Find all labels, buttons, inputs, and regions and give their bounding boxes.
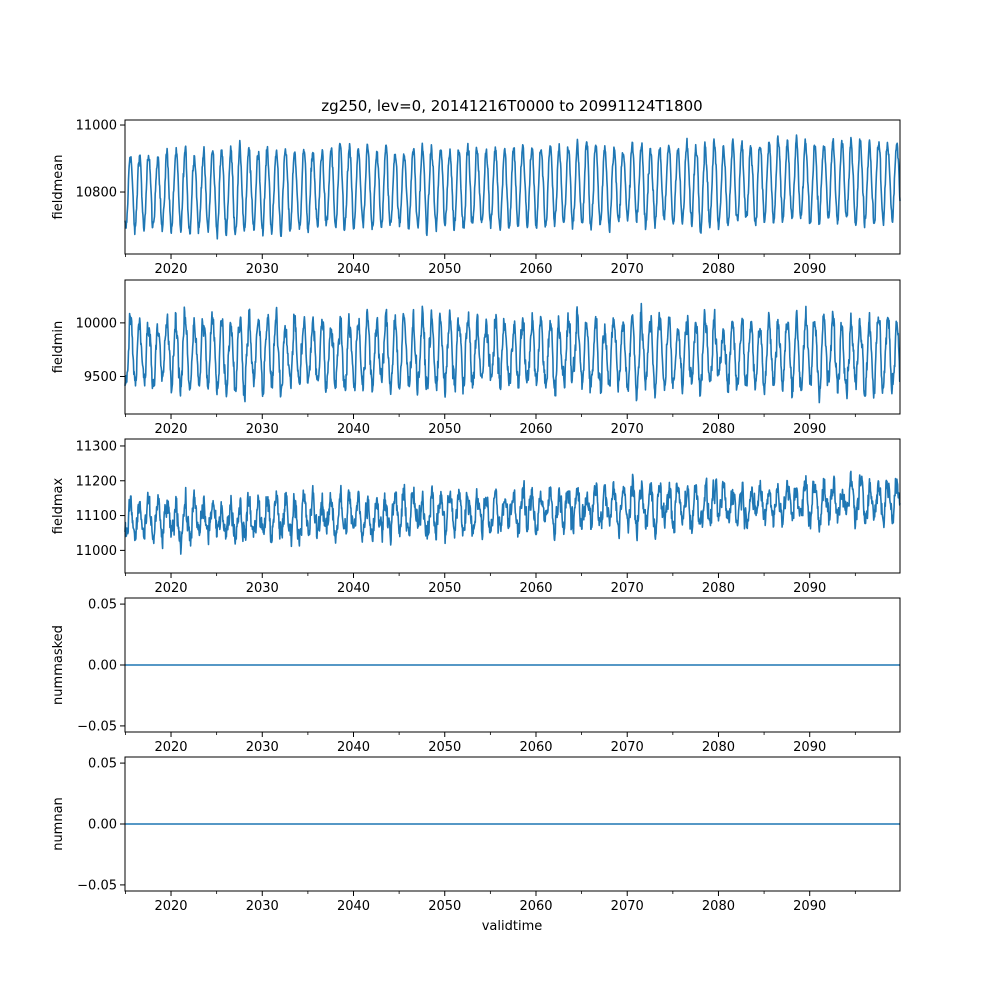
y-axis-label: numnan (51, 797, 66, 851)
x-tick-label: 2030 (246, 740, 279, 755)
y-tick-label: 11100 (76, 509, 117, 524)
x-tick-label: 2070 (611, 740, 644, 755)
x-tick-label: 2040 (337, 422, 370, 437)
y-axis-label: fieldmin (51, 321, 66, 374)
x-tick-label: 2070 (611, 422, 644, 437)
x-tick-label: 2060 (519, 899, 552, 914)
x-tick-label: 2070 (611, 581, 644, 596)
x-tick-label: 2090 (793, 262, 826, 277)
x-tick-label: 2080 (702, 422, 735, 437)
x-tick-label: 2040 (337, 581, 370, 596)
series-line-fieldmin (124, 302, 901, 404)
series-line-fieldmax (124, 470, 901, 555)
x-tick-label: 2090 (793, 422, 826, 437)
series-line-fieldmean (124, 134, 901, 240)
y-tick-label: 0.00 (88, 818, 117, 833)
y-tick-label: 11000 (76, 544, 117, 559)
x-tick-label: 2080 (702, 899, 735, 914)
y-axis-label: fieldmean (51, 155, 66, 220)
y-tick-label: 0.05 (88, 598, 117, 613)
y-tick-label: 11000 (76, 119, 117, 134)
x-tick-label: 2020 (154, 899, 187, 914)
x-tick-label: 2030 (246, 899, 279, 914)
subplots: 2020 2030 2040 2050 2060 2070 2080 2090 10800 110… (51, 119, 901, 914)
y-tick-label: 0.00 (88, 659, 117, 674)
x-tick-label: 2080 (702, 581, 735, 596)
x-tick-label: 2080 (702, 262, 735, 277)
axes-frame (124, 438, 901, 574)
x-tick-label: 2060 (519, 422, 552, 437)
x-tick-label: 2020 (154, 581, 187, 596)
axes-frame (124, 119, 901, 255)
x-tick-label: 2090 (793, 581, 826, 596)
subplot-nummasked: 2020 2030 2040 2050 2060 2070 2080 2090 −0.05 0.0… (51, 597, 901, 755)
x-tick-label: 2040 (337, 899, 370, 914)
x-tick-label: 2090 (793, 899, 826, 914)
x-tick-label: 2060 (519, 740, 552, 755)
y-tick-label: −0.05 (77, 719, 117, 734)
y-tick-label: −0.05 (77, 878, 117, 893)
x-tick-label: 2020 (154, 262, 187, 277)
axes-frame (124, 279, 901, 415)
x-tick-label: 2030 (246, 422, 279, 437)
x-tick-label: 2050 (428, 262, 461, 277)
y-axis-label: nummasked (51, 625, 66, 705)
x-tick-label: 2040 (337, 740, 370, 755)
x-tick-label: 2020 (154, 422, 187, 437)
x-tick-label: 2060 (519, 262, 552, 277)
x-tick-label: 2070 (611, 899, 644, 914)
y-axis-label: fieldmax (51, 478, 66, 535)
x-tick-label: 2030 (246, 262, 279, 277)
x-tick-label: 2090 (793, 740, 826, 755)
x-tick-label: 2050 (428, 740, 461, 755)
x-tick-label: 2060 (519, 581, 552, 596)
y-tick-label: 10000 (76, 316, 117, 331)
subplot-fieldmin: 2020 2030 2040 2050 2060 2070 2080 2090 9500 1000… (51, 279, 901, 437)
x-tick-label: 2050 (428, 899, 461, 914)
x-tick-label: 2050 (428, 581, 461, 596)
x-axis-label: validtime (482, 919, 543, 934)
y-tick-label: 0.05 (88, 757, 117, 772)
subplot-fieldmax: 2020 2030 2040 2050 2060 2070 2080 2090 11000 111… (51, 438, 901, 596)
x-tick-label: 2070 (611, 262, 644, 277)
figure-title: zg250, lev=0, 20141216T0000 to 20991124T… (321, 97, 702, 115)
y-tick-label: 11300 (76, 439, 117, 454)
x-tick-label: 2050 (428, 422, 461, 437)
x-tick-label: 2040 (337, 262, 370, 277)
y-tick-label: 10800 (76, 186, 117, 201)
x-tick-label: 2030 (246, 581, 279, 596)
y-tick-label: 11200 (76, 474, 117, 489)
subplot-numnan: 2020 2030 2040 2050 2060 2070 2080 2090 −0.05 0.0… (51, 756, 901, 914)
y-tick-label: 9500 (84, 370, 117, 385)
subplot-fieldmean: 2020 2030 2040 2050 2060 2070 2080 2090 10800 110… (51, 119, 901, 277)
x-tick-label: 2020 (154, 740, 187, 755)
x-tick-label: 2080 (702, 740, 735, 755)
